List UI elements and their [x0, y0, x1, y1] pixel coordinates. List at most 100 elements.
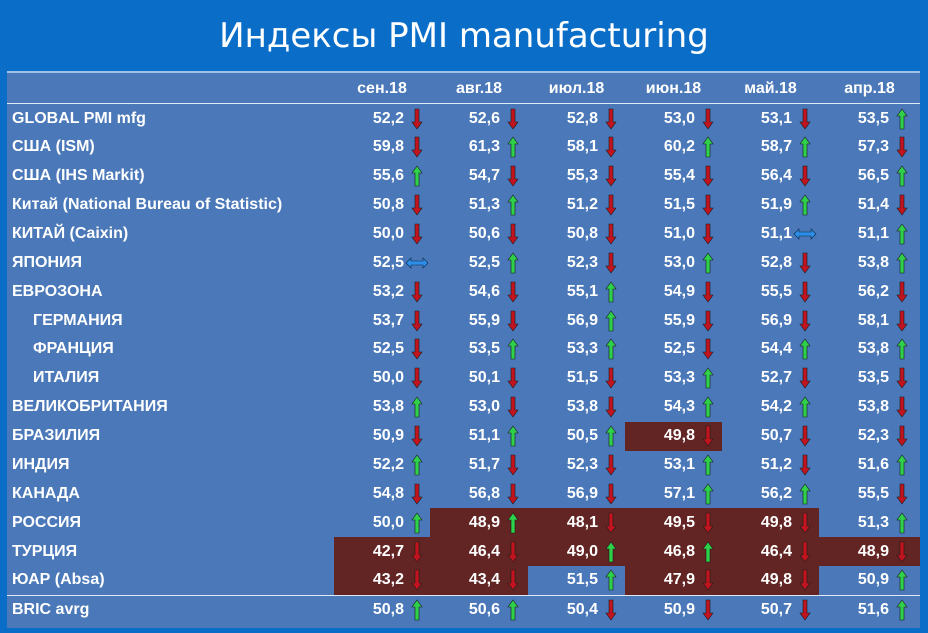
- pmi-value: 50,9: [663, 600, 695, 618]
- table-row: США (IHS Markit) 55,6 54,7 55,3 55,4 56,4 56,5: [7, 162, 920, 191]
- arrow-down-icon: [889, 136, 915, 158]
- pmi-value: 54,3: [663, 398, 695, 416]
- value-cell: 52,8: [528, 103, 625, 133]
- value-cell: 59,8: [334, 133, 430, 162]
- value-cell: 50,0: [334, 219, 430, 248]
- pmi-value: 53,8: [857, 340, 889, 358]
- pmi-value: 50,8: [566, 224, 598, 242]
- value-cell: 60,2: [625, 133, 722, 162]
- pmi-value: 55,1: [566, 282, 598, 300]
- arrow-down-icon: [500, 396, 526, 418]
- value-cell: 53,1: [722, 103, 819, 133]
- pmi-value: 50,8: [372, 196, 404, 213]
- arrow-up-icon: [889, 599, 915, 621]
- pmi-value: 51,2: [760, 456, 792, 474]
- value-cell: 53,8: [334, 393, 430, 422]
- table-row: КАНАДА 54,8 56,8 56,9 57,1 56,2 55,5: [7, 479, 920, 508]
- row-label: ИНДИЯ: [12, 456, 70, 474]
- value-cell: 51,1: [430, 422, 528, 451]
- pmi-value: 50,8: [372, 600, 404, 618]
- arrow-down-icon: [695, 165, 721, 187]
- arrow-down-icon: [404, 483, 430, 505]
- pmi-value: 51,5: [566, 571, 598, 589]
- table-row: Китай (National Bureau of Statistic) 50,8…: [7, 191, 920, 220]
- arrow-down-icon: [792, 281, 818, 303]
- value-cell: 51,1: [819, 219, 920, 248]
- arrow-down-icon: [889, 425, 915, 447]
- pmi-value: 53,8: [857, 253, 889, 271]
- arrow-down-icon: [598, 483, 624, 505]
- pmi-table-panel: сен.18 авг.18 июл.18 июн.18 май.18 апр.18 GLO…: [7, 71, 920, 628]
- arrow-up-icon: [598, 569, 624, 591]
- arrow-down-icon: [404, 281, 430, 303]
- value-cell: 51,7: [430, 451, 528, 480]
- row-label: ЮАР (Absa): [12, 571, 105, 589]
- pmi-value: 52,6: [468, 109, 500, 127]
- value-cell: 55,1: [528, 277, 625, 306]
- value-cell: 56,9: [722, 306, 819, 335]
- value-cell: 54,4: [722, 335, 819, 364]
- pmi-value: 56,2: [857, 282, 889, 300]
- value-cell: 50,9: [819, 566, 920, 595]
- pmi-value: 46,4: [760, 542, 792, 560]
- pmi-value: 50,0: [372, 369, 404, 387]
- arrow-down-icon: [598, 252, 624, 274]
- pmi-value: 54,8: [372, 484, 404, 502]
- arrow-down-icon: [404, 194, 430, 216]
- arrow-up-icon: [500, 425, 526, 447]
- arrow-down-icon: [598, 194, 624, 216]
- row-label: GLOBAL PMI mfg: [7, 103, 334, 133]
- arrow-down-icon: [792, 599, 818, 621]
- arrow-down-icon: [598, 136, 624, 158]
- value-cell: 58,7: [722, 133, 819, 162]
- arrow-down-icon: [404, 569, 430, 591]
- value-cell: 50,6: [430, 594, 528, 624]
- arrow-up-icon: [598, 338, 624, 360]
- arrow-down-icon: [889, 281, 915, 303]
- arrow-up-icon: [695, 541, 721, 563]
- value-cell: 49,5: [625, 508, 722, 538]
- pmi-value: 50,7: [760, 427, 792, 445]
- value-cell: 51,6: [819, 451, 920, 480]
- value-cell: 53,5: [819, 364, 920, 393]
- arrow-down-icon: [598, 108, 624, 130]
- table-row: BRIC avrg 50,8 50,6 50,4 50,9 50,7 51,6: [7, 594, 920, 624]
- pmi-value: 43,2: [372, 571, 404, 589]
- value-cell: 56,5: [819, 162, 920, 191]
- arrow-left-right-icon: [404, 257, 430, 269]
- pmi-value: 43,4: [468, 571, 500, 589]
- table-row: ЮАР (Absa) 43,2 43,4 51,5 47,9 49,8 50,9: [7, 566, 920, 596]
- arrow-up-icon: [404, 599, 430, 621]
- arrow-down-icon: [695, 194, 721, 216]
- table-row: ТУРЦИЯ 42,7 46,4 49,0 46,8 46,4 48,9: [7, 537, 920, 567]
- table-row: США (ISM) 59,8 61,3 58,1 60,2 58,7 57,3: [7, 133, 920, 162]
- pmi-value: 55,6: [372, 167, 404, 185]
- pmi-value: 53,0: [663, 109, 695, 127]
- value-cell: 50,5: [528, 422, 625, 451]
- column-header: июн.18: [645, 80, 702, 98]
- value-cell: 43,4: [430, 566, 528, 596]
- arrow-up-icon: [792, 396, 818, 418]
- pmi-value: 53,8: [857, 398, 889, 416]
- arrow-down-icon: [695, 281, 721, 303]
- arrow-down-icon: [598, 512, 624, 534]
- row-label: BRIC avrg: [7, 594, 334, 624]
- arrow-down-icon: [695, 569, 721, 591]
- pmi-value: 52,8: [760, 253, 792, 271]
- arrow-down-icon: [695, 338, 721, 360]
- pmi-value: 54,9: [663, 282, 695, 300]
- arrow-down-icon: [598, 367, 624, 389]
- row-label: США (IHS Markit): [12, 167, 145, 185]
- value-cell: 54,7: [430, 162, 528, 191]
- pmi-value: 49,8: [760, 571, 792, 589]
- value-cell: 53,0: [625, 103, 722, 133]
- pmi-value: 51,5: [663, 196, 695, 213]
- value-cell: 50,1: [430, 364, 528, 393]
- pmi-value: 56,9: [566, 484, 598, 502]
- arrow-down-icon: [792, 252, 818, 274]
- pmi-value: 55,3: [566, 167, 598, 185]
- value-cell: 52,3: [528, 451, 625, 480]
- arrow-down-icon: [404, 338, 430, 360]
- row-label: Китай (National Bureau of Statistic): [12, 196, 283, 213]
- arrow-up-icon: [889, 252, 915, 274]
